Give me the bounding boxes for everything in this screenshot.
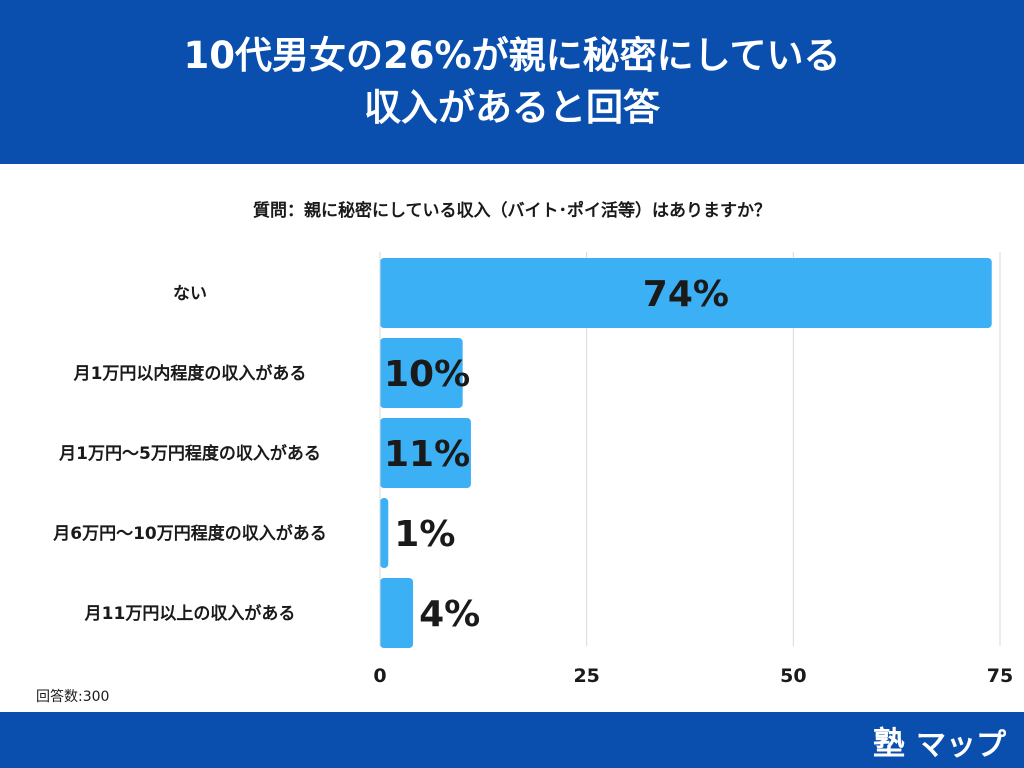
x-tick-label-3: 75: [987, 665, 1013, 687]
x-tick-label-0: 0: [373, 665, 386, 687]
category-label-0: ない: [173, 284, 207, 304]
page-title-line-2: 収入があると回答: [364, 86, 660, 129]
bar-1: [380, 338, 463, 408]
category-label-2: 月1万円〜5万円程度の収入がある: [58, 443, 321, 464]
respondent-count: 回答数:300: [36, 689, 110, 705]
logo-text: マップ: [916, 728, 1006, 763]
x-tick-label-2: 50: [780, 665, 806, 687]
bar-chart: ない 74% 月1万円以内程度の収入がある 10% 月1万円〜5万円程度の収入がある 11…: [52, 252, 1013, 687]
bar-0: [380, 258, 992, 328]
chart-question: 質問：親に秘密にしている収入（バイト･ポイ活等）はありますか？: [253, 201, 771, 221]
logo-kanji: 塾: [873, 724, 905, 761]
value-label-1: 10%: [384, 354, 470, 395]
page-title-line-1: 10代男女の26%が親に秘密にしている: [183, 34, 841, 77]
bar-4: [380, 578, 414, 648]
footer-banner: 塾 マップ: [0, 712, 1024, 768]
x-tick-label-1: 25: [573, 665, 599, 687]
bar-2: [380, 418, 471, 488]
category-label-3: 月6万円〜10万円程度の収入がある: [52, 523, 327, 544]
category-label-1: 月1万円以内程度の収入がある: [73, 363, 307, 384]
logo-mark: 塾: [870, 723, 908, 761]
header-banner: 10代男女の26%が親に秘密にしている 収入があると回答: [0, 0, 1024, 164]
value-label-3: 1%: [394, 514, 455, 555]
juku-map-logo: 塾 マップ: [870, 720, 1006, 764]
value-label-2: 11%: [384, 434, 470, 475]
value-label-4: 4%: [419, 594, 480, 635]
category-label-4: 月11万円以上の収入がある: [84, 603, 296, 624]
value-label-0: 74%: [643, 274, 729, 315]
bar-3: [380, 498, 389, 568]
school-icon: 塾: [873, 724, 905, 761]
